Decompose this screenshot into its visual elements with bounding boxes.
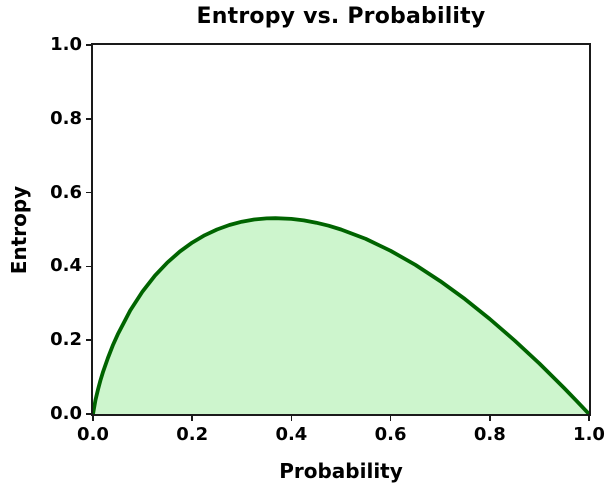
x-tick-label: 0.8 [473,424,506,445]
x-tick-label: 1.0 [573,424,605,445]
x-tick-mark [290,416,293,421]
chart-title: Entropy vs. Probability [196,4,486,29]
y-tick-mark [86,118,91,120]
x-tick-label: 0.2 [176,424,209,445]
y-tick-mark [86,265,91,268]
x-tick-mark [92,416,94,421]
y-tick-mark [86,44,91,46]
entropy-curve-line [93,216,589,414]
x-tick-mark [588,416,590,421]
x-tick-mark [389,416,392,421]
y-tick-label: 1.0 [50,34,82,55]
entropy-area-fill [93,218,589,414]
x-tick-label: 0.6 [374,424,407,445]
y-tick-label: 0.2 [50,329,82,351]
x-tick-label: 0.0 [77,424,109,445]
x-tick-label: 0.4 [275,424,308,445]
x-axis-label: Probability [279,459,403,483]
x-tick-mark [191,416,193,421]
y-tick-label: 0.6 [50,181,82,203]
y-tick-mark [86,339,91,341]
y-tick-mark [86,191,91,194]
plot-area [91,43,591,416]
x-tick-mark [489,416,491,421]
y-tick-label: 0.0 [50,403,82,424]
y-tick-mark [86,413,91,415]
y-tick-label: 0.4 [50,255,82,277]
entropy-curve-svg [93,216,589,414]
y-tick-label: 0.8 [50,107,82,129]
